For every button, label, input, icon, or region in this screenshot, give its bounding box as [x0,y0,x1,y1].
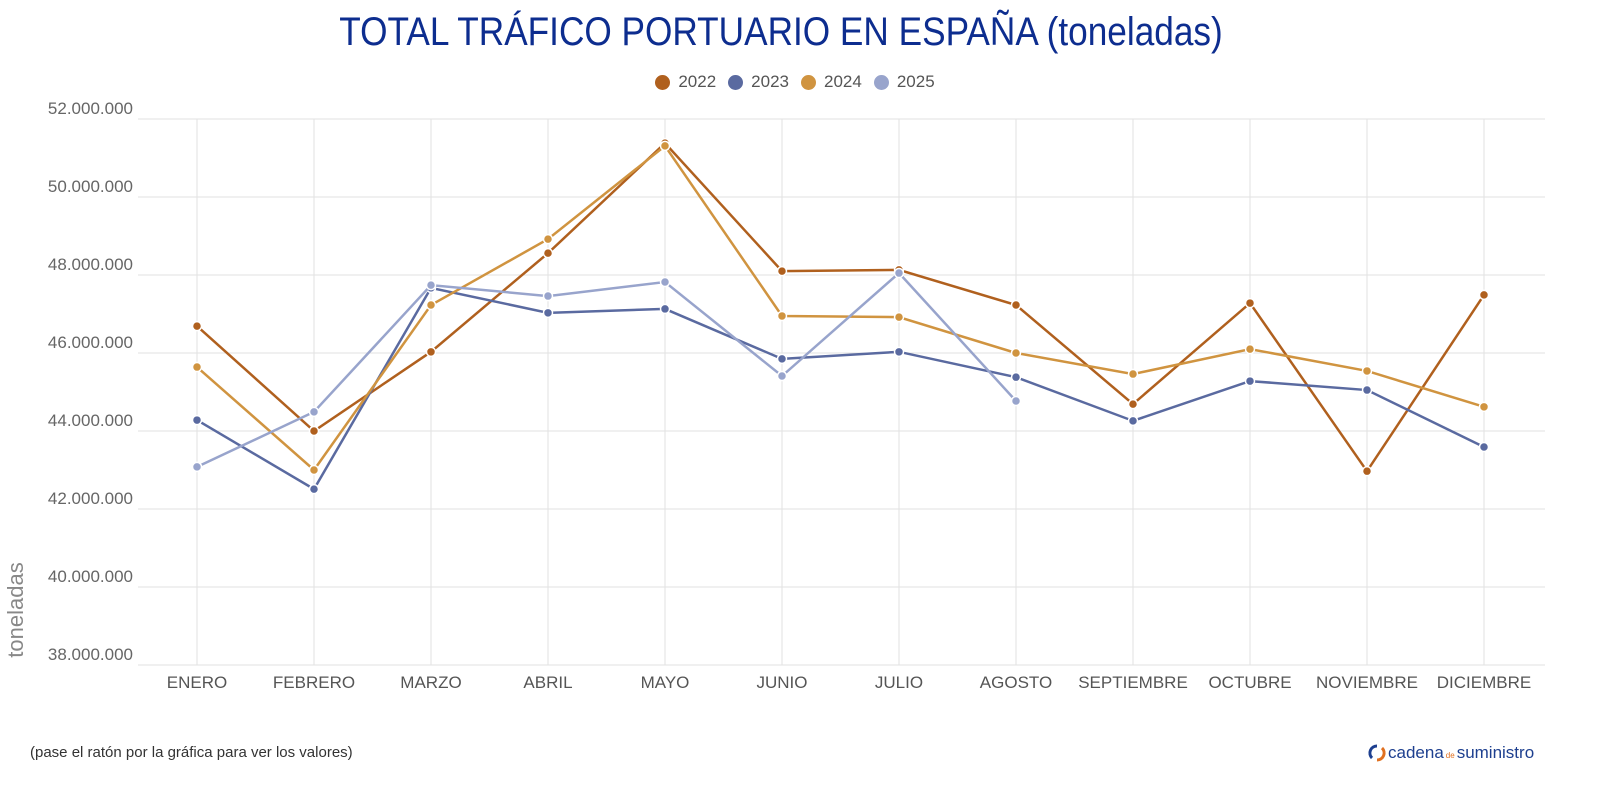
x-tick-label: ABRIL [523,673,572,692]
data-point-2023 [542,307,554,319]
logo-icon [1368,744,1386,762]
x-tick-label: MAYO [641,673,690,692]
data-point-2023 [308,483,320,495]
data-point-2022 [425,346,437,358]
x-tick-label: OCTUBRE [1208,673,1291,692]
data-point-2022 [308,425,320,437]
data-point-2023 [776,353,788,365]
series-line-2022 [196,141,1486,474]
legend-item-2022[interactable]: 2022 [655,72,716,92]
data-point-2023 [1244,375,1256,387]
data-point-2025 [542,290,554,302]
legend-item-2024[interactable]: 2024 [801,72,862,92]
legend-label: 2024 [824,72,862,91]
series-line-2023 [196,286,1485,491]
data-point-2025 [191,461,203,473]
data-point-2023 [1127,415,1139,427]
logo-text-de: de [1445,751,1455,760]
x-tick-label: MARZO [400,673,461,692]
series-line-2024 [196,144,1485,472]
legend-item-2023[interactable]: 2023 [728,72,789,92]
data-point-2024 [1361,365,1373,377]
data-point-2025 [659,276,671,288]
legend-label: 2022 [678,72,717,91]
legend: 2022 2023 2024 2025 [0,72,1590,92]
y-tick-label: 46.000.000 [48,333,133,352]
data-point-2024 [425,299,437,311]
legend-dot-icon [801,74,816,90]
data-point-2022 [1010,299,1022,311]
x-tick-label: ENERO [167,673,227,692]
y-tick-label: 44.000.000 [48,411,133,430]
data-point-2025 [776,370,788,382]
logo-text: suministro [1456,743,1535,762]
x-tick-label: SEPTIEMBRE [1078,673,1188,692]
data-point-2023 [659,303,671,315]
data-point-2022 [1478,289,1490,301]
data-point-2024 [308,464,320,476]
x-tick-label: DICIEMBRE [1437,673,1531,692]
data-point-2023 [191,414,203,426]
hover-note: (pase el ratón por la gráfica para ver l… [30,744,353,761]
logo: cadena de suministro [1368,743,1534,763]
legend-item-2025[interactable]: 2025 [873,72,935,92]
legend-label: 2025 [896,72,935,91]
data-point-2022 [1127,398,1139,410]
data-point-2024 [191,361,203,373]
legend-dot-icon [728,74,744,90]
data-point-2023 [893,346,905,358]
series-line-2025 [196,271,1017,469]
data-point-2023 [1361,384,1373,396]
y-tick-label: 50.000.000 [48,177,133,196]
data-point-2024 [659,140,671,152]
data-point-2024 [542,233,554,245]
data-point-2024 [776,310,788,322]
data-point-2025 [425,279,437,291]
data-point-2022 [1244,297,1256,309]
x-tick-label: JUNIO [757,673,808,692]
data-point-2025 [1010,395,1022,407]
y-tick-label: 48.000.000 [48,255,133,274]
data-point-2024 [1244,343,1256,355]
data-point-2024 [893,311,905,323]
y-tick-label: 42.000.000 [48,489,133,508]
data-point-2024 [1478,401,1490,413]
data-point-2022 [776,265,788,277]
data-point-2025 [893,267,905,279]
y-tick-label: 40.000.000 [48,567,133,586]
chart-title: TOTAL TRÁFICO PORTUARIO EN ESPAÑA (tonel… [339,10,1223,54]
data-point-2022 [542,247,554,259]
x-tick-label: AGOSTO [980,673,1052,692]
data-point-2025 [308,406,320,418]
data-point-2022 [1361,465,1373,477]
data-point-2024 [1010,347,1022,359]
legend-dot-icon [873,74,889,90]
x-tick-label: NOVIEMBRE [1316,673,1418,692]
logo-text: cadena [1388,743,1444,762]
y-axis-label: toneladas [3,562,28,657]
legend-dot-icon [655,74,671,90]
data-point-2023 [1010,371,1022,383]
x-tick-label: FEBRERO [273,673,355,692]
data-point-2024 [1127,368,1139,380]
y-tick-label: 38.000.000 [48,645,133,664]
x-tick-label: JULIO [875,673,923,692]
data-point-2023 [1478,441,1490,453]
data-point-2022 [191,320,203,332]
legend-label: 2023 [751,72,789,91]
y-tick-label: 52.000.000 [48,99,133,118]
